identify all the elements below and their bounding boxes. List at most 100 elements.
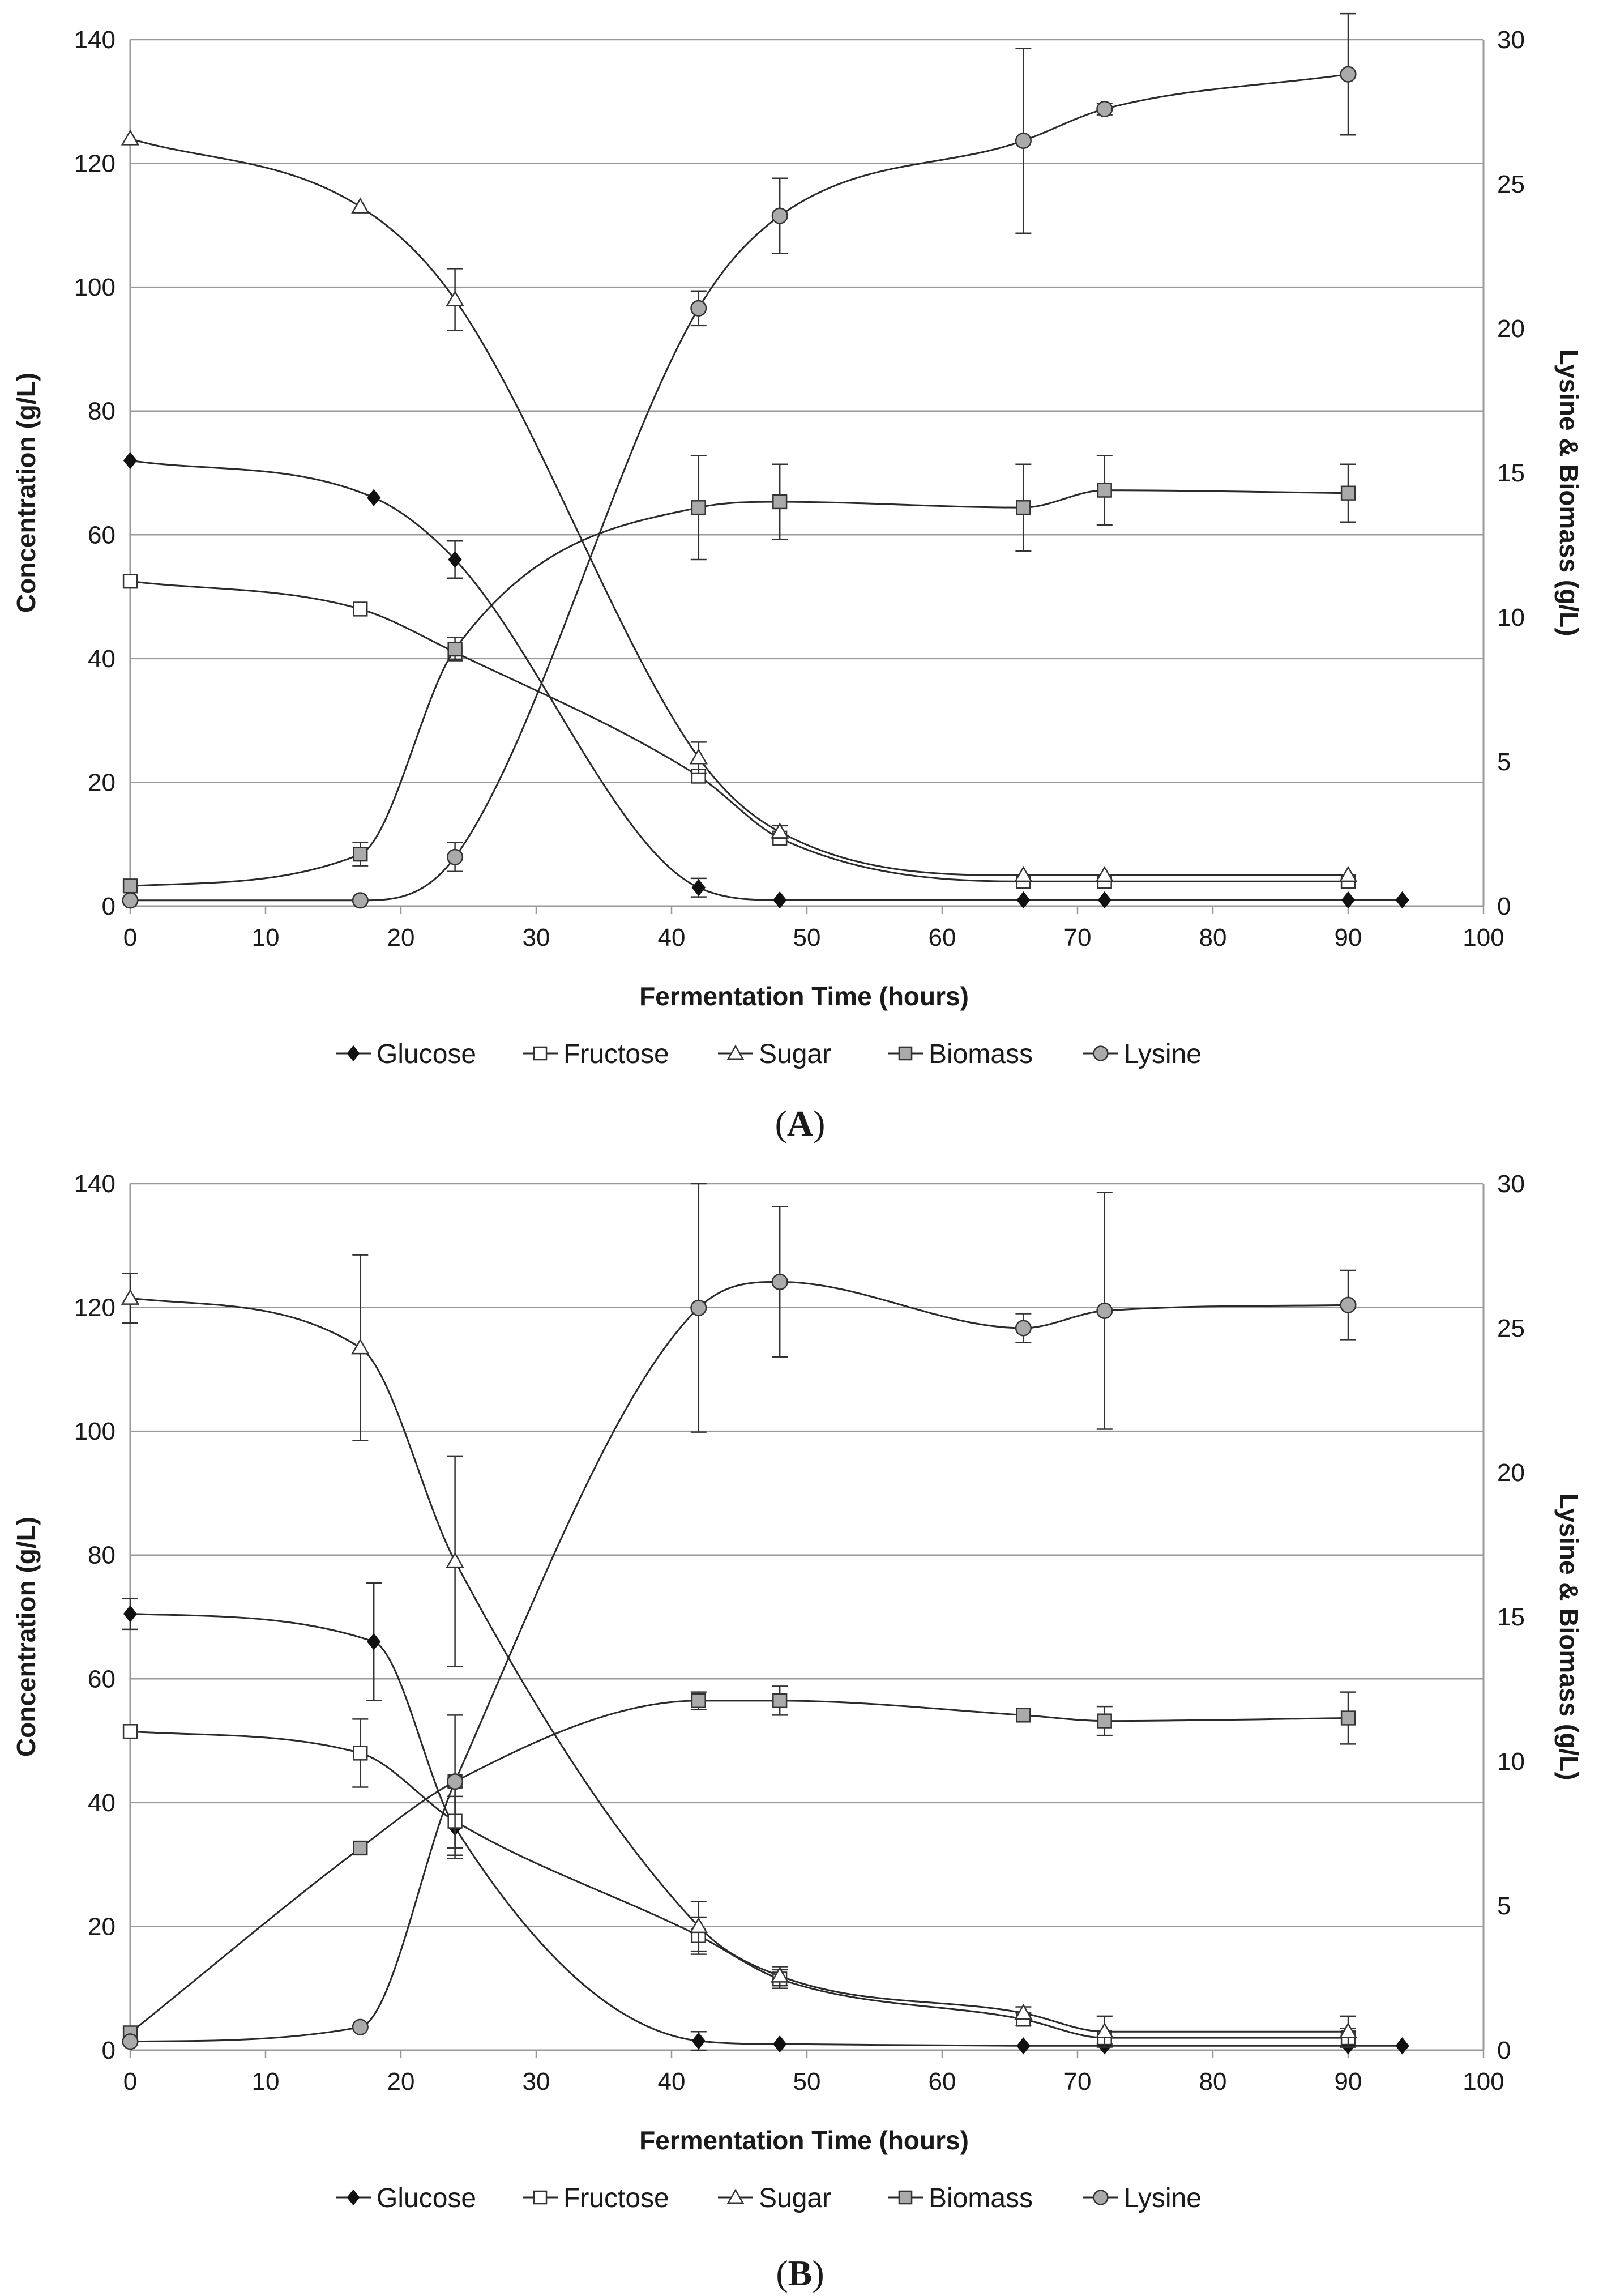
series-glucose-a bbox=[123, 451, 1409, 909]
y-axis-title-b: Concentration (g/L) bbox=[11, 1517, 41, 1757]
x-tick-label-b-6: 60 bbox=[929, 2068, 956, 2096]
point-biomass-b-6 bbox=[1097, 1713, 1112, 1729]
y2-tick-label-b-5: 25 bbox=[1497, 1315, 1525, 1342]
point-sugar-b-4 bbox=[771, 1966, 789, 1983]
point-lysine-a-0 bbox=[122, 892, 139, 909]
point-lysine-b-4 bbox=[771, 1273, 788, 1290]
series-lysine-a bbox=[122, 12, 1357, 909]
point-glucose-a-6 bbox=[1097, 891, 1111, 909]
y-tick-label-b-6: 120 bbox=[74, 1294, 116, 1322]
series-biomass-b bbox=[122, 1685, 1356, 2041]
point-sugar-b-1 bbox=[351, 1338, 370, 1355]
point-glucose-a-3 bbox=[691, 879, 706, 897]
series-sugar-b bbox=[121, 1254, 1358, 2048]
point-glucose-b-8 bbox=[1395, 2037, 1409, 2055]
series-fructose-a bbox=[122, 574, 1356, 889]
y-tick-label-a-7: 140 bbox=[74, 26, 116, 54]
y-tick-label-b-7: 140 bbox=[74, 1170, 116, 1198]
series-sugar-a bbox=[121, 129, 1358, 882]
point-sugar-a-6 bbox=[1095, 865, 1114, 882]
legend-a: Glucose Fructose Sugar Biomass Lysine bbox=[336, 1039, 1202, 1069]
point-lysine-a-3 bbox=[690, 300, 707, 317]
point-biomass-b-5 bbox=[1016, 1708, 1031, 1723]
y2-tick-label-b-4: 20 bbox=[1497, 1459, 1525, 1487]
y2-tick-label-a-6: 30 bbox=[1497, 26, 1525, 54]
x-tick-label-b-5: 50 bbox=[793, 2068, 821, 2096]
legend-label-biomass-a: Biomass bbox=[929, 1039, 1033, 1069]
point-sugar-a-1 bbox=[351, 197, 370, 214]
legend-label-fructose-b: Fructose bbox=[563, 2183, 669, 2213]
axes-a: 0 10 20 30 40 50 60 70 80 90 100020406080100120140… bbox=[74, 26, 1525, 951]
point-biomass-a-4 bbox=[772, 494, 788, 510]
point-biomass-a-6 bbox=[1097, 483, 1112, 498]
x-tick-label-b-10: 100 bbox=[1463, 2068, 1504, 2096]
line-sugar-a bbox=[130, 138, 1348, 876]
y2-tick-label-a-0: 0 bbox=[1497, 893, 1511, 920]
x-tick-label-a-9: 90 bbox=[1335, 924, 1362, 951]
legend-label-lysine-b: Lysine bbox=[1124, 2183, 1202, 2213]
y2-tick-label-a-5: 25 bbox=[1497, 170, 1525, 198]
y2-axis-title-b: Lysine & Biomass (g/L) bbox=[1554, 1493, 1584, 1781]
point-lysine-a-5 bbox=[1015, 132, 1032, 150]
point-lysine-a-7 bbox=[1340, 66, 1357, 83]
point-fructose-a-1 bbox=[353, 601, 368, 617]
point-glucose-b-4 bbox=[773, 2035, 787, 2053]
x-tick-label-a-1: 10 bbox=[252, 924, 280, 951]
x-tick-label-a-0: 0 bbox=[123, 924, 137, 951]
y-tick-label-b-1: 20 bbox=[88, 1913, 116, 1940]
series-glucose-b bbox=[122, 1582, 1409, 2055]
point-glucose-a-5 bbox=[1016, 891, 1031, 909]
y2-tick-label-b-6: 30 bbox=[1497, 1170, 1525, 1198]
y-tick-label-a-6: 120 bbox=[74, 150, 116, 178]
x-tick-label-a-3: 30 bbox=[523, 924, 550, 951]
point-biomass-a-1 bbox=[353, 847, 368, 862]
line-glucose-b bbox=[130, 1613, 1403, 2047]
y2-tick-label-a-2: 10 bbox=[1497, 604, 1525, 631]
series-b bbox=[121, 1183, 1409, 2055]
point-biomass-b-7 bbox=[1340, 1710, 1356, 1726]
point-glucose-b-5 bbox=[1016, 2037, 1031, 2055]
line-lysine-a bbox=[130, 73, 1349, 902]
point-biomass-a-7 bbox=[1340, 485, 1356, 501]
legend-item-biomass-a: Biomass bbox=[888, 1039, 1033, 1069]
legend-marker-biomass-a bbox=[898, 1046, 913, 1061]
point-biomass-a-3 bbox=[691, 500, 706, 515]
point-lysine-b-5 bbox=[1015, 1320, 1032, 1337]
x-tick-label-a-7: 70 bbox=[1064, 924, 1092, 951]
y-tick-label-b-0: 0 bbox=[102, 2037, 116, 2064]
legend-marker-sugar-b bbox=[726, 2188, 745, 2204]
grid-lines-b bbox=[130, 1183, 1483, 2051]
legend-marker-glucose-b bbox=[347, 2189, 360, 2206]
legend-marker-glucose-a bbox=[347, 1045, 360, 1062]
point-lysine-b-3 bbox=[690, 1299, 707, 1316]
legend-b: Glucose Fructose Sugar Biomass Lysine bbox=[336, 2183, 1202, 2213]
series-biomass-a bbox=[122, 455, 1356, 894]
y-tick-label-a-2: 40 bbox=[88, 645, 116, 673]
point-sugar-a-2 bbox=[446, 290, 464, 306]
point-sugar-a-0 bbox=[121, 129, 140, 146]
panel-label-b: (B) bbox=[776, 2253, 824, 2293]
legend-marker-fructose-a bbox=[533, 1046, 548, 1061]
x-axis-title-b: Fermentation Time (hours) bbox=[639, 2126, 969, 2155]
point-biomass-a-0 bbox=[122, 878, 138, 894]
y-tick-label-a-4: 80 bbox=[88, 398, 116, 425]
legend-marker-lysine-b bbox=[1093, 2190, 1109, 2205]
line-sugar-b bbox=[130, 1297, 1348, 2033]
panel-b: 0 10 20 30 40 50 60 70 80 90 100020406080100120140… bbox=[11, 1170, 1584, 2293]
point-lysine-b-6 bbox=[1096, 1302, 1113, 1319]
grid-lines-a bbox=[130, 39, 1483, 907]
x-tick-label-b-2: 20 bbox=[387, 2068, 415, 2096]
panel-label-a: (A) bbox=[775, 1103, 826, 1143]
point-glucose-b-3 bbox=[691, 2032, 706, 2050]
legend-label-fructose-a: Fructose bbox=[563, 1039, 669, 1069]
y2-tick-label-a-4: 20 bbox=[1497, 315, 1525, 343]
x-tick-label-b-9: 90 bbox=[1335, 2068, 1362, 2096]
series-lysine-b bbox=[122, 1183, 1357, 2050]
legend-item-lysine-a: Lysine bbox=[1083, 1039, 1202, 1069]
point-sugar-a-7 bbox=[1339, 865, 1358, 882]
legend-label-lysine-a: Lysine bbox=[1124, 1039, 1202, 1069]
y-tick-label-a-5: 100 bbox=[74, 274, 116, 301]
legend-label-sugar-b: Sugar bbox=[759, 2183, 831, 2213]
y2-tick-label-b-2: 10 bbox=[1497, 1748, 1525, 1776]
